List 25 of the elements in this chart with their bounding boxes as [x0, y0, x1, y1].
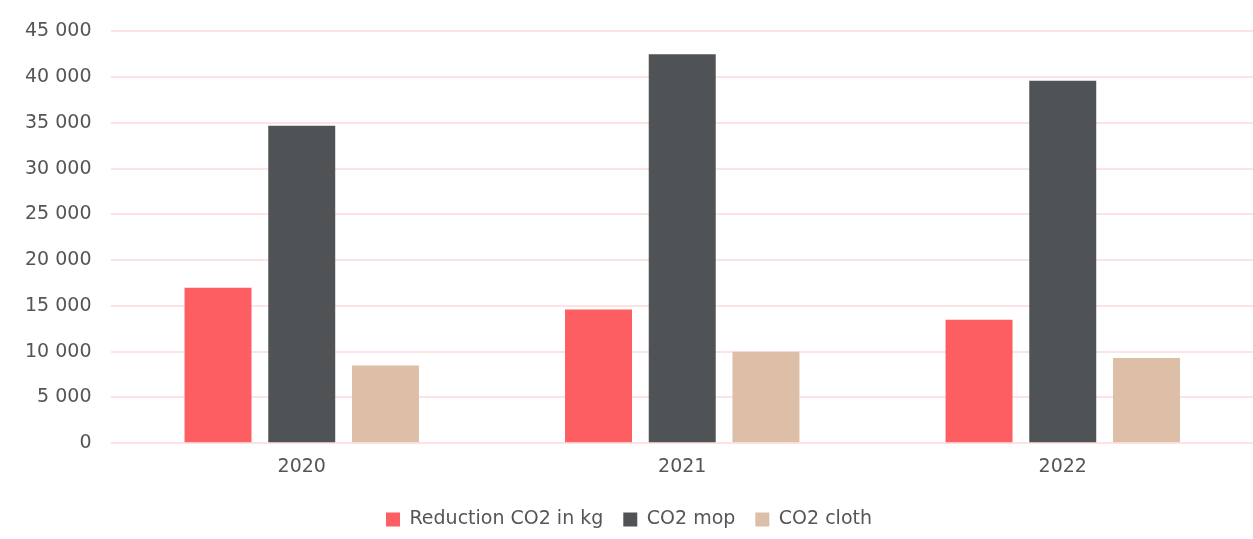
bar — [648, 54, 716, 443]
x-tick-label: 2022 — [1038, 453, 1087, 476]
bar — [184, 287, 252, 443]
legend-label: CO2 cloth — [778, 506, 873, 529]
y-tick-label: 20 000 — [25, 247, 92, 270]
bar — [732, 351, 800, 443]
y-tick-label: 0 — [79, 430, 92, 453]
y-tick-label: 45 000 — [25, 18, 92, 41]
legend-label: Reduction CO2 in kg — [409, 506, 604, 529]
bar — [1112, 358, 1180, 443]
y-tick-label: 30 000 — [25, 155, 92, 178]
bar — [268, 125, 336, 443]
bar — [351, 365, 419, 443]
x-tick-label: 2020 — [277, 453, 326, 476]
y-tick-label: 25 000 — [25, 201, 92, 224]
bar — [945, 319, 1013, 443]
y-tick-label: 5 000 — [37, 384, 92, 407]
y-tick-label: 10 000 — [25, 338, 92, 361]
bar — [565, 309, 633, 443]
y-tick-label: 35 000 — [25, 109, 92, 132]
y-tick-label: 40 000 — [25, 64, 92, 87]
x-tick-label: 2021 — [658, 453, 707, 476]
y-tick-label: 15 000 — [25, 292, 92, 315]
bar — [1029, 80, 1097, 443]
legend-label: CO2 mop — [646, 506, 736, 529]
